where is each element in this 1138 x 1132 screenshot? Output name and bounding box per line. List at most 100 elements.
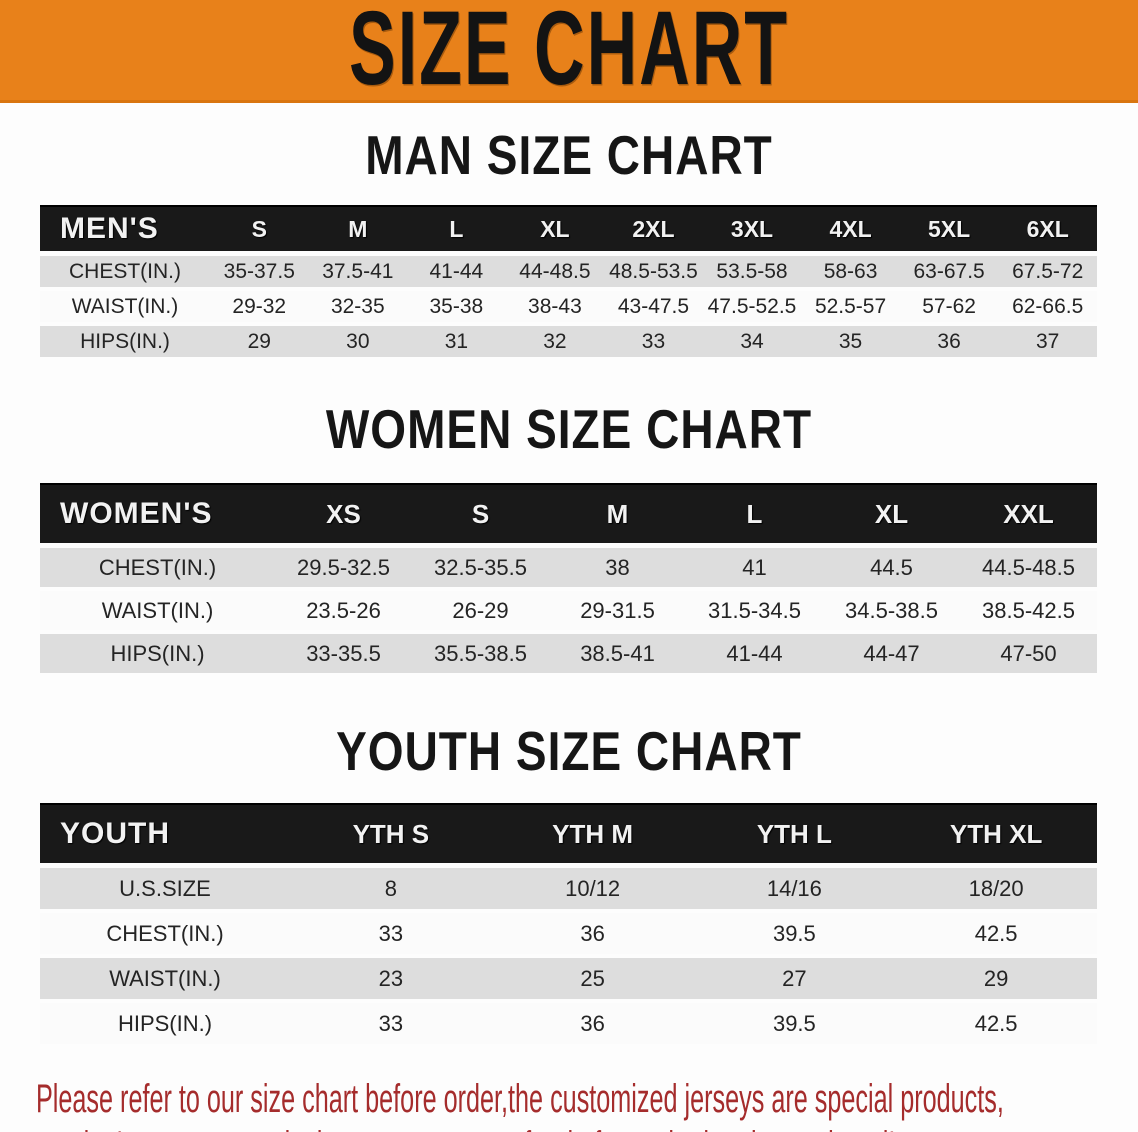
column-header: M — [308, 205, 408, 256]
column-header: 2XL — [604, 205, 703, 256]
size-cell: 29.5-32.5 — [275, 548, 412, 591]
size-cell: 36 — [899, 326, 999, 361]
size-cell: 33 — [290, 1003, 492, 1048]
column-header: M — [549, 483, 686, 548]
size-cell: 67.5-72 — [998, 256, 1097, 291]
column-header: L — [407, 205, 506, 256]
row-label: CHEST(IN.) — [40, 548, 275, 591]
man-section-heading: MAN SIZE CHART — [0, 103, 1138, 191]
size-chart-banner: SIZE CHART — [0, 0, 1138, 107]
size-cell: 31 — [407, 326, 506, 361]
column-header: XL — [505, 205, 605, 256]
size-cell: 30 — [308, 326, 408, 361]
table-header-label: WOMEN'S — [40, 483, 275, 548]
column-header: XXL — [960, 483, 1097, 548]
table-row: WAIST(IN.) 23.5-26 26-29 29-31.5 31.5-34.5 34… — [40, 591, 1097, 634]
size-cell: 35 — [801, 326, 900, 361]
men-size-table: MEN'S S M L XL 2XL 3XL 4XL 5XL 6XL CHEST(IN.) 35-37… — [40, 205, 1097, 361]
youth-size-table: YOUTH YTH S YTH M YTH L YTH XL U.S.SIZE 8 10/12… — [40, 803, 1097, 1048]
size-cell: 47.5-52.5 — [702, 291, 802, 326]
size-cell: 34.5-38.5 — [823, 591, 960, 634]
size-cell: 37 — [998, 326, 1097, 361]
size-cell: 38-43 — [505, 291, 605, 326]
table-header-row: WOMEN'S XS S M L XL XXL — [40, 483, 1097, 548]
row-label: CHEST(IN.) — [40, 256, 210, 291]
size-cell: 18/20 — [895, 868, 1097, 913]
row-label: WAIST(IN.) — [40, 291, 210, 326]
column-header: 4XL — [801, 205, 900, 256]
women-size-table: WOMEN'S XS S M L XL XXL CHEST(IN.) 29.5-32.5 32.5… — [40, 483, 1097, 677]
size-cell: 32-35 — [308, 291, 408, 326]
size-cell: 41-44 — [686, 634, 823, 677]
size-cell: 42.5 — [895, 1003, 1097, 1048]
size-cell: 10/12 — [491, 868, 694, 913]
table-row: HIPS(IN.) 33-35.5 35.5-38.5 38.5-41 41-44 44-… — [40, 634, 1097, 677]
man-section-title: MAN SIZE CHART — [365, 124, 773, 186]
column-header: 6XL — [998, 205, 1097, 256]
column-header: S — [210, 205, 309, 256]
size-cell: 44.5 — [823, 548, 960, 591]
size-cell: 14/16 — [693, 868, 896, 913]
size-cell: 29-32 — [210, 291, 309, 326]
table-header-row: MEN'S S M L XL 2XL 3XL 4XL 5XL 6XL — [40, 205, 1097, 256]
size-cell: 48.5-53.5 — [604, 256, 703, 291]
disclaimer-line-2: we don't accept cancel, change, teturn o… — [36, 1123, 895, 1132]
table-row: U.S.SIZE 8 10/12 14/16 18/20 — [40, 868, 1097, 913]
size-cell: 29-31.5 — [549, 591, 686, 634]
size-cell: 32.5-35.5 — [412, 548, 549, 591]
size-cell: 38.5-42.5 — [960, 591, 1097, 634]
column-header: 3XL — [702, 205, 802, 256]
size-cell: 34 — [702, 326, 802, 361]
size-cell: 63-67.5 — [899, 256, 999, 291]
size-cell: 33 — [604, 326, 703, 361]
size-cell: 62-66.5 — [998, 291, 1097, 326]
size-cell: 29 — [210, 326, 309, 361]
row-label: U.S.SIZE — [40, 868, 290, 913]
size-cell: 47-50 — [960, 634, 1097, 677]
size-cell: 33 — [290, 913, 492, 958]
size-cell: 37.5-41 — [308, 256, 408, 291]
size-cell: 23 — [290, 958, 492, 1003]
size-cell: 23.5-26 — [275, 591, 412, 634]
size-cell: 33-35.5 — [275, 634, 412, 677]
row-label: CHEST(IN.) — [40, 913, 290, 958]
size-cell: 38 — [549, 548, 686, 591]
row-label: WAIST(IN.) — [40, 958, 290, 1003]
size-cell: 31.5-34.5 — [686, 591, 823, 634]
size-cell: 26-29 — [412, 591, 549, 634]
size-cell: 44.5-48.5 — [960, 548, 1097, 591]
women-section-title: WOMEN SIZE CHART — [325, 398, 813, 460]
size-cell: 52.5-57 — [801, 291, 900, 326]
disclaimer-line-1: Please refer to our size chart before or… — [36, 1077, 1004, 1121]
table-row: HIPS(IN.) 29 30 31 32 33 34 35 36 37 — [40, 326, 1097, 361]
size-cell: 35-38 — [407, 291, 506, 326]
youth-section-heading: YOUTH SIZE CHART — [0, 677, 1138, 787]
size-cell: 57-62 — [899, 291, 999, 326]
table-row: HIPS(IN.) 33 36 39.5 42.5 — [40, 1003, 1097, 1048]
size-cell: 32 — [505, 326, 605, 361]
table-row: WAIST(IN.) 29-32 32-35 35-38 38-43 43-47.5 47.… — [40, 291, 1097, 326]
column-header: YTH XL — [895, 803, 1097, 868]
row-label: HIPS(IN.) — [40, 326, 210, 361]
size-cell: 36 — [491, 1003, 694, 1048]
column-header: L — [686, 483, 823, 548]
size-cell: 44-48.5 — [505, 256, 605, 291]
column-header: S — [412, 483, 549, 548]
column-header: YTH L — [693, 803, 896, 868]
size-cell: 44-47 — [823, 634, 960, 677]
size-cell: 38.5-41 — [549, 634, 686, 677]
size-cell: 27 — [693, 958, 896, 1003]
row-label: WAIST(IN.) — [40, 591, 275, 634]
table-header-row: YOUTH YTH S YTH M YTH L YTH XL — [40, 803, 1097, 868]
size-cell: 36 — [491, 913, 694, 958]
size-cell: 41 — [686, 548, 823, 591]
column-header: XL — [823, 483, 960, 548]
column-header: 5XL — [899, 205, 999, 256]
size-cell: 29 — [895, 958, 1097, 1003]
column-header: XS — [275, 483, 412, 548]
women-section-heading: WOMEN SIZE CHART — [0, 361, 1138, 465]
table-row: CHEST(IN.) 33 36 39.5 42.5 — [40, 913, 1097, 958]
size-cell: 35.5-38.5 — [412, 634, 549, 677]
size-cell: 35-37.5 — [210, 256, 309, 291]
